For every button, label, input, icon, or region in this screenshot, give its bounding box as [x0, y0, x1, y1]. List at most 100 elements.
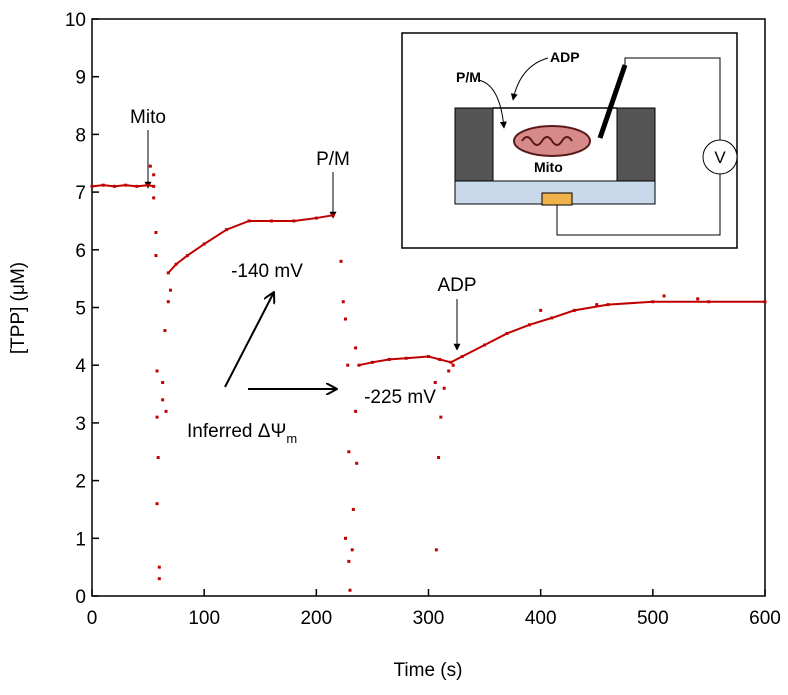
y-tick-label: 3	[75, 414, 86, 435]
wire	[556, 174, 721, 236]
data-point	[314, 216, 318, 220]
y-tick-label: 10	[65, 10, 86, 31]
data-point	[350, 548, 354, 552]
x-axis-label: Time (s)	[394, 660, 463, 681]
data-point	[572, 308, 576, 312]
data-point	[348, 588, 352, 592]
data-point	[707, 300, 711, 304]
data-point	[269, 219, 273, 223]
data-point	[451, 363, 455, 367]
data-point	[339, 259, 343, 263]
inset-label: ADP	[550, 49, 580, 65]
y-tick-label: 6	[75, 241, 86, 262]
data-point	[157, 577, 161, 581]
data-point	[343, 317, 347, 321]
inset	[401, 32, 738, 249]
data-point	[164, 409, 168, 413]
data-point	[124, 183, 128, 187]
data-point	[606, 303, 610, 307]
inset-label: V	[714, 148, 726, 167]
data-point	[90, 184, 94, 188]
y-tick-label: 2	[75, 472, 86, 493]
data-point	[370, 360, 374, 364]
x-tick-label: 600	[749, 608, 781, 629]
data-point	[112, 184, 116, 188]
annotation-subscript: m	[286, 431, 297, 446]
data-point	[152, 184, 156, 188]
voltmeter	[702, 139, 738, 175]
data-point	[148, 164, 152, 168]
data-point	[427, 355, 430, 359]
data-point	[595, 303, 599, 307]
data-point	[347, 450, 351, 454]
data-point	[154, 230, 158, 234]
data-point	[438, 357, 442, 361]
y-tick-label: 5	[75, 299, 86, 320]
electrode	[541, 192, 573, 206]
data-point	[437, 456, 441, 460]
data-point	[135, 184, 139, 188]
data-point	[247, 219, 251, 223]
y-axis-label: [TPP] (μM)	[8, 262, 29, 354]
data-point	[351, 507, 355, 511]
y-tick-label: 0	[75, 587, 86, 608]
data-point	[152, 196, 156, 200]
data-point	[155, 415, 159, 419]
data-point	[347, 559, 351, 563]
data-point	[101, 183, 105, 187]
data-point	[550, 316, 554, 320]
data-point	[505, 331, 509, 335]
data-point	[447, 369, 451, 373]
data-point	[387, 357, 391, 361]
data-point	[434, 548, 438, 552]
annotation-text: Inferred ΔΨ	[187, 421, 286, 442]
data-point	[155, 502, 159, 506]
chamber-wall	[616, 107, 656, 182]
chamber-wall	[454, 107, 494, 182]
probe	[597, 64, 628, 139]
wire	[624, 57, 721, 140]
data-point	[539, 308, 543, 312]
data-point	[357, 363, 361, 367]
data-point	[354, 409, 358, 413]
y-tick-label: 7	[75, 183, 86, 204]
data-point	[202, 242, 206, 246]
data-point	[346, 363, 350, 367]
data-point	[154, 254, 158, 258]
data-point	[146, 183, 150, 187]
x-tick-label: 500	[637, 608, 669, 629]
x-tick-label: 400	[525, 608, 557, 629]
data-point	[161, 398, 165, 402]
data-point	[442, 386, 446, 390]
y-tick-label: 9	[75, 68, 86, 89]
x-tick-label: 200	[300, 608, 332, 629]
x-tick-label: 300	[413, 608, 445, 629]
data-point	[185, 254, 189, 258]
data-point	[225, 228, 229, 232]
x-tick-label: 100	[188, 608, 220, 629]
data-point	[292, 219, 296, 223]
annotation: Mito	[130, 107, 166, 128]
data-point	[483, 343, 487, 347]
data-point	[404, 356, 408, 360]
data-point	[355, 461, 359, 465]
inset-label: P/M	[456, 69, 481, 85]
data-point	[166, 271, 170, 275]
annotation: -140 mV	[231, 261, 303, 282]
data-point	[662, 294, 666, 298]
data-point	[163, 329, 167, 333]
y-tick-label: 4	[75, 356, 86, 377]
x-tick-label: 0	[87, 608, 98, 629]
inset-arrow	[477, 79, 507, 129]
data-point	[460, 355, 464, 359]
annotation-arrow	[224, 292, 274, 388]
data-point	[156, 456, 160, 460]
data-point	[763, 300, 767, 304]
data-point	[439, 415, 443, 419]
annotation: P/M	[316, 149, 350, 170]
inset-label: Mito	[534, 159, 563, 175]
data-point	[169, 288, 173, 292]
data-point	[161, 381, 165, 385]
cristae	[521, 136, 573, 146]
